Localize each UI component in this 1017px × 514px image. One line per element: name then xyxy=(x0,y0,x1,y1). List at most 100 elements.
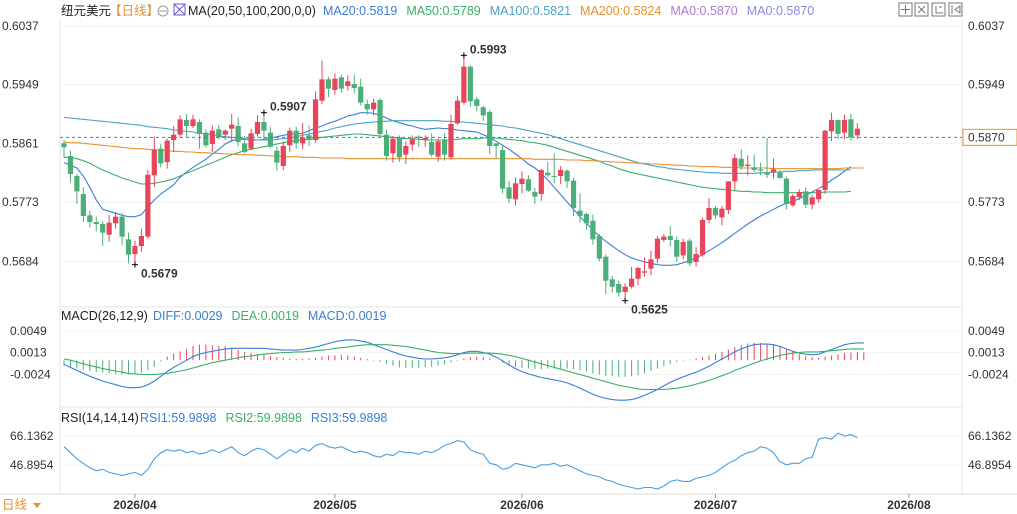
candle-body xyxy=(622,286,628,292)
fullscreen-icon[interactable] xyxy=(914,2,929,17)
candle-body xyxy=(467,66,473,102)
candle-body xyxy=(396,137,402,158)
symbol-title: 纽元美元 xyxy=(61,4,111,18)
collapse-icon[interactable] xyxy=(948,2,963,17)
candle-body xyxy=(719,208,725,218)
price-tick-label: 0.6037 xyxy=(2,19,39,33)
candle-body xyxy=(280,146,286,166)
candle-body xyxy=(538,170,544,194)
candle-body xyxy=(403,146,409,155)
candle-body xyxy=(822,130,828,190)
ma-line-ma50 xyxy=(64,133,851,194)
period-dropdown-icon[interactable] xyxy=(33,503,41,508)
legend-item: MA100:0.5821 xyxy=(490,4,571,18)
candle-body xyxy=(577,210,583,216)
high-annotation-2: 0.5907 xyxy=(270,100,307,114)
period-label[interactable]: 【日线】 xyxy=(109,4,159,18)
candle-body xyxy=(383,134,390,156)
candle-body xyxy=(796,192,802,198)
candle-body xyxy=(512,183,519,200)
legend-item: MA0:0.5870 xyxy=(747,4,814,18)
candle-body xyxy=(248,133,254,149)
date-axis: 2026/04 2026/05 2026/06 2026/07 2026/08 xyxy=(113,494,931,512)
candle-body xyxy=(835,120,841,134)
rsi-line xyxy=(63,432,858,490)
candle-body xyxy=(67,156,74,174)
macd-tick-label: 0.0013 xyxy=(10,345,47,359)
candle-body xyxy=(706,208,712,220)
candle-body xyxy=(816,190,822,200)
candle-body xyxy=(351,84,357,88)
candle-body xyxy=(493,143,499,146)
candlestick-series xyxy=(61,55,860,301)
grid-icon[interactable] xyxy=(931,2,946,17)
macd-axis-left: 0.0049 0.0013 -0.0024 xyxy=(10,324,51,382)
candle-body xyxy=(416,136,422,138)
price-axis-right: 0.6037 0.5949 0.5773 0.5684 xyxy=(968,19,1005,268)
crosshair-icon[interactable] xyxy=(898,2,913,17)
candle-body xyxy=(783,178,789,204)
date-tick-label: 2026/04 xyxy=(113,498,157,512)
legend-item: DEA:0.0019 xyxy=(231,309,298,323)
last-price-marker: 0.5870 xyxy=(962,128,1017,146)
candle-body xyxy=(216,129,222,138)
macd-tick-label: 0.0049 xyxy=(10,324,47,338)
candle-body xyxy=(654,238,660,259)
candle-body xyxy=(641,271,648,273)
price-tick-label: 0.5949 xyxy=(968,78,1005,92)
candle-body xyxy=(287,130,293,146)
candle-body xyxy=(435,141,441,157)
high-annotation-1: 0.5993 xyxy=(470,42,507,56)
candle-body xyxy=(583,214,590,224)
ma-settings-icon[interactable] xyxy=(173,3,186,16)
candle-body xyxy=(222,130,228,135)
candle-body xyxy=(119,216,125,237)
rsi-axis-left: 66.1362 46.8954 xyxy=(10,429,54,472)
candle-body xyxy=(87,215,93,222)
macd-label: MACD(26,12,9) xyxy=(61,309,148,323)
price-tick-label: 0.5861 xyxy=(2,136,39,150)
candle-body xyxy=(422,138,428,140)
candle-body xyxy=(545,172,551,176)
candle-body xyxy=(699,220,706,255)
candle-body xyxy=(267,132,273,147)
candle-body xyxy=(732,158,738,182)
candle-body xyxy=(158,148,164,164)
candle-body xyxy=(506,187,512,199)
candle-body xyxy=(306,135,312,140)
legend-item: MA50:0.5789 xyxy=(406,4,480,18)
candle-body xyxy=(854,128,860,136)
low-annotation-2: 0.5625 xyxy=(631,303,668,317)
ma-label: MA(20,50,100,200,0,0) xyxy=(188,4,316,18)
candle-body xyxy=(429,142,435,155)
legend-item: MA0:0.5870 xyxy=(670,4,737,18)
price-annotations: 0.5993 0.5907 0.5679 0.5625 xyxy=(131,42,668,317)
candle-body xyxy=(596,236,602,259)
candle-body xyxy=(132,246,138,254)
candle-body xyxy=(242,143,248,152)
macd-legend: DIFF:0.0029 DEA:0.0019 MACD:0.0019 xyxy=(153,309,386,323)
candle-body xyxy=(113,216,119,224)
candle-body xyxy=(603,256,609,281)
macd-lines xyxy=(63,339,864,401)
moving-average-lines xyxy=(63,112,864,266)
ma-line-ma200 xyxy=(63,141,864,170)
candle-body xyxy=(674,240,680,257)
legend-item: RSI2:59.9898 xyxy=(225,411,301,425)
period-toggle-icon[interactable] xyxy=(157,5,169,17)
panel-frames xyxy=(0,20,1017,495)
candle-body xyxy=(358,86,364,103)
candle-body xyxy=(570,180,577,208)
candle-body xyxy=(80,194,86,216)
legend-item: MA20:0.5819 xyxy=(323,4,397,18)
period-tab-daily[interactable]: 日线 xyxy=(2,498,28,512)
candle-body xyxy=(487,112,493,146)
candle-body xyxy=(661,236,667,240)
candle-body xyxy=(106,222,112,235)
candle-body xyxy=(325,79,332,89)
candle-body xyxy=(345,81,351,86)
candle-body xyxy=(312,99,319,140)
date-tick-label: 2026/07 xyxy=(694,498,738,512)
rsi-label: RSI(14,14,14) xyxy=(61,411,139,425)
